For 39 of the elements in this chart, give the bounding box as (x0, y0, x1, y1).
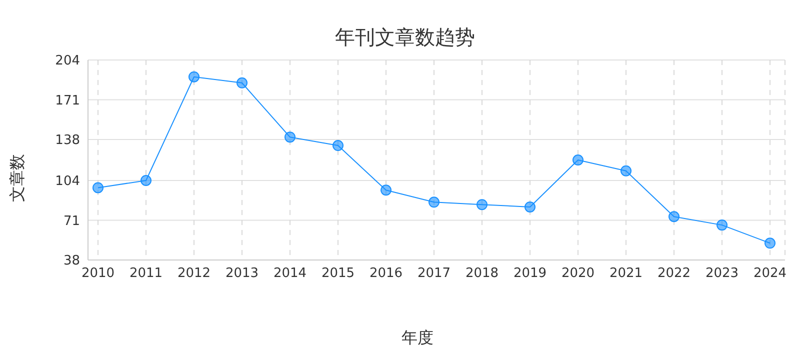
x-tick-label: 2011 (129, 266, 163, 282)
y-tick-label: 138 (55, 133, 80, 148)
point (332, 140, 344, 152)
point (572, 154, 584, 166)
y-tick-label: 171 (55, 93, 80, 108)
y-tick-label: 204 (55, 54, 80, 69)
x-tick-label: 2015 (321, 266, 355, 282)
point (668, 211, 680, 222)
point (428, 196, 440, 208)
x-tick-label: 2019 (513, 266, 547, 282)
x-tick-label: 2013 (225, 266, 259, 282)
point (524, 201, 536, 212)
point (140, 174, 152, 186)
y-tick-label: 38 (63, 254, 80, 269)
y-tick-label: 71 (63, 214, 80, 229)
point (764, 238, 776, 249)
x-tick-label: 2016 (369, 266, 403, 282)
x-tick-label: 2023 (705, 266, 739, 282)
point (188, 71, 200, 82)
x-tick-label: 2020 (561, 266, 595, 282)
x-tick-label: 2017 (417, 266, 451, 282)
y-tick-label: 104 (55, 174, 80, 190)
point (380, 184, 392, 196)
x-tick-label: 2021 (609, 266, 643, 282)
point (716, 220, 728, 231)
point (620, 165, 632, 176)
x-tick-label: 2010 (81, 266, 115, 282)
x-tick-label: 2018 (465, 266, 499, 282)
chart-title: 年刊文章数趋势 (334, 24, 476, 51)
y-axis-title: 文章数 (8, 154, 28, 202)
x-tick-label: 2024 (753, 266, 787, 282)
x-axis-title: 年度 (400, 328, 434, 349)
point (476, 199, 488, 210)
point (92, 182, 104, 194)
point (236, 77, 248, 88)
x-tick-label: 2012 (177, 266, 211, 282)
x-tick-label: 2022 (657, 266, 691, 282)
point (284, 132, 296, 143)
x-tick-label: 2014 (273, 266, 307, 282)
